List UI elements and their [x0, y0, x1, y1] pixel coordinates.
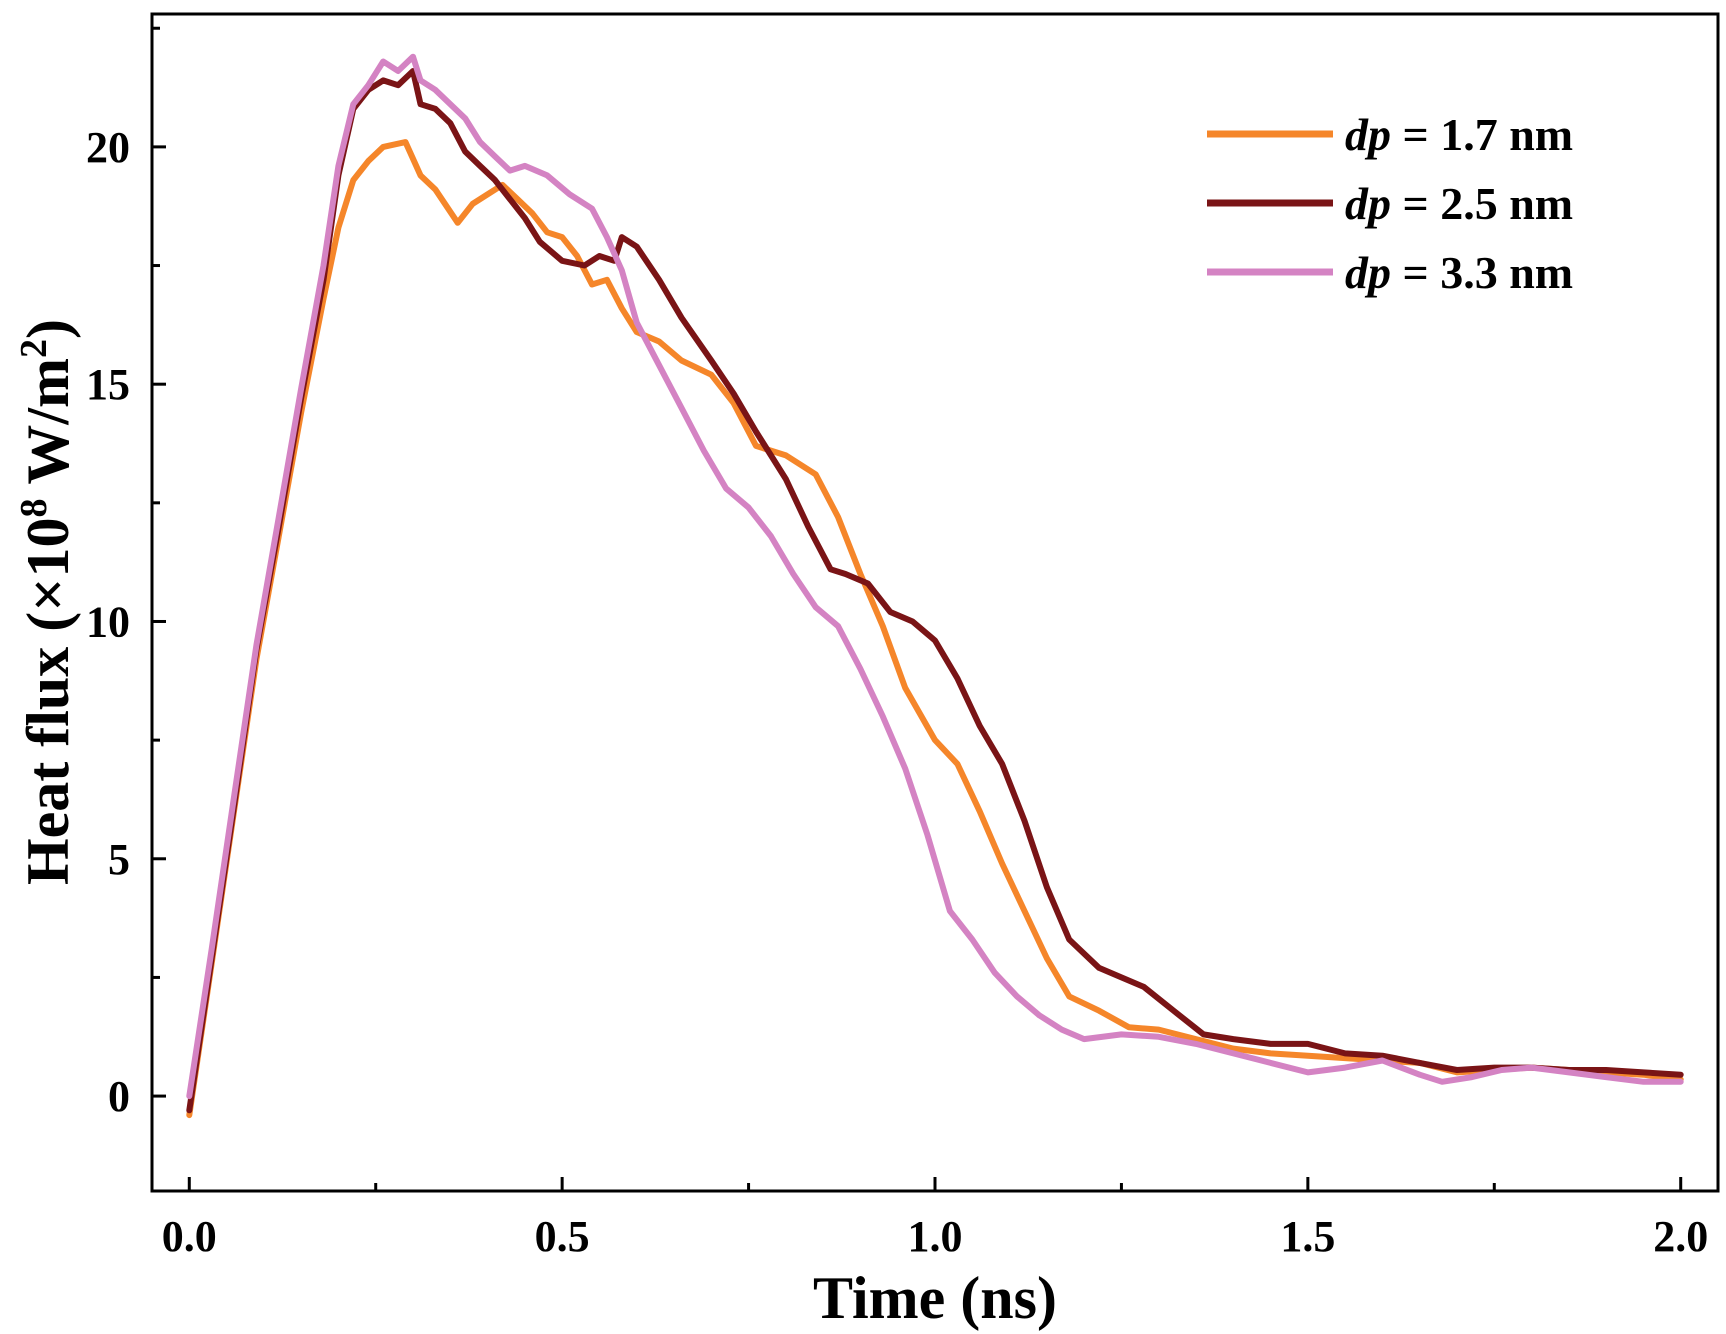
y-tick-label: 0 — [108, 1072, 130, 1121]
x-axis-ticks — [187, 1177, 1683, 1191]
x-tick-label: 0.5 — [535, 1212, 590, 1261]
series-line-2 — [186, 68, 1684, 1114]
legend-label: dp = 1.7 nm — [1345, 109, 1573, 160]
y-tick-label: 5 — [108, 835, 130, 884]
y-axis-title-close: ) — [15, 319, 81, 339]
y-axis-title: Heat flux (×108 W/m2) — [13, 319, 81, 885]
series-line-1 — [186, 139, 1684, 1119]
y-axis-title-main: Heat flux (×10 — [15, 518, 81, 885]
y-axis-ticks — [152, 26, 166, 1098]
y-axis-title-unit-exponent: 2 — [13, 339, 55, 358]
x-tick-label: 0.0 — [162, 1212, 217, 1261]
x-axis-tick-labels: 0.0 0.5 1.0 1.5 2.0 — [162, 1212, 1708, 1261]
x-tick-label: 1.5 — [1280, 1212, 1335, 1261]
x-tick-label: 1.0 — [908, 1212, 963, 1261]
y-tick-label: 15 — [86, 360, 130, 409]
y-axis-title-exponent: 8 — [13, 499, 55, 518]
x-tick-label: 2.0 — [1653, 1212, 1708, 1261]
x-axis-title: Time (ns) — [813, 1265, 1057, 1331]
y-tick-label: 20 — [86, 123, 130, 172]
series-line-3 — [186, 53, 1684, 1100]
series-lines — [186, 53, 1684, 1119]
y-tick-label: 10 — [86, 597, 130, 646]
legend: dp = 1.7 nm dp = 2.5 nm dp = 3.3 nm — [1207, 109, 1573, 298]
y-axis-tick-labels: 0 5 10 15 20 — [86, 123, 130, 1121]
legend-label: dp = 2.5 nm — [1345, 178, 1573, 229]
y-axis-title-unit: W/m — [15, 358, 81, 499]
legend-label: dp = 3.3 nm — [1345, 247, 1573, 298]
